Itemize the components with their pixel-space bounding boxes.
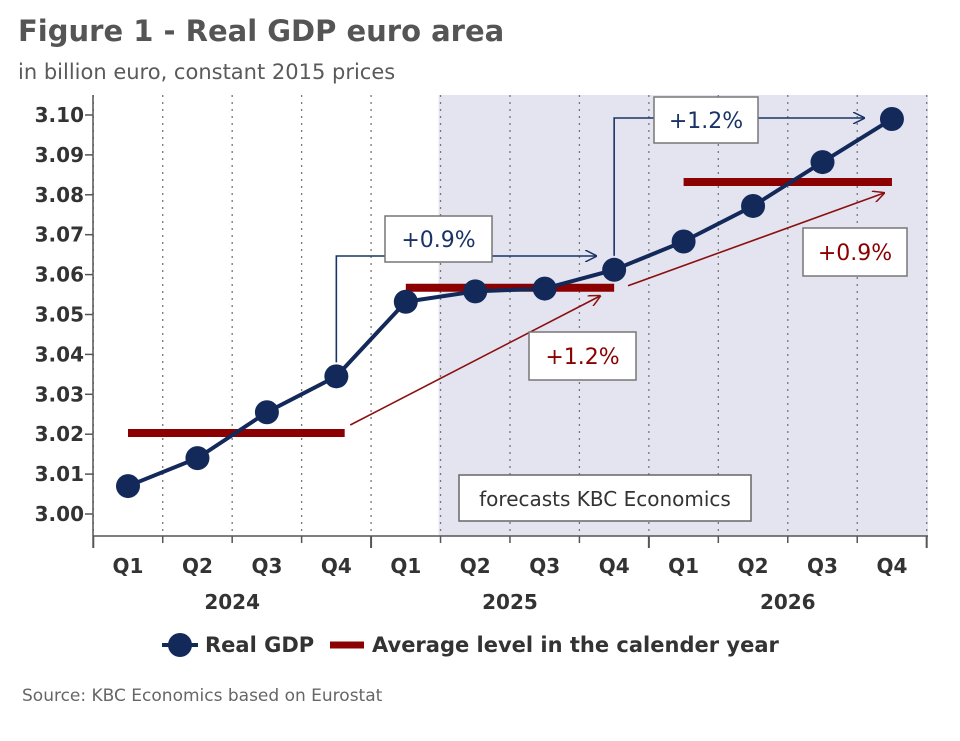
- x-tick-label: Q1: [390, 554, 421, 578]
- y-tick-label: 3.08: [35, 183, 84, 207]
- gdp-point: [671, 229, 696, 254]
- annotation-q4-2025-box: [384, 215, 493, 263]
- legend-gdp-marker: [168, 633, 192, 657]
- gdp-point: [393, 289, 418, 314]
- forecast-band: [438, 95, 928, 536]
- x-tick-label: Q3: [807, 554, 838, 578]
- gdp-series-line: [127, 117, 894, 488]
- gdp-point: [116, 474, 140, 499]
- gdp-point: [324, 364, 349, 389]
- y-tick-label: 3.01: [35, 462, 84, 486]
- chart-title: Figure 1 - Real GDP euro area: [18, 14, 505, 48]
- x-tick-label: Q4: [876, 554, 907, 578]
- annotation-q4-2026-text: +1.2%: [669, 109, 743, 134]
- growth-arrow-blue: [335, 256, 596, 363]
- y-tick-label: 3.10: [35, 103, 84, 127]
- y-tick-label: 3.03: [35, 382, 84, 406]
- gdp-point: [879, 106, 904, 131]
- gdp-point: [810, 150, 835, 175]
- x-tick-label: Q4: [599, 554, 630, 578]
- x-tick-label: Q2: [738, 554, 769, 578]
- x-tick-label: Q1: [668, 554, 699, 578]
- y-axis: 3.00 3.01 3.02 3.03 3.04 3.05 3.06 3.07 3.08 3.09…: [35, 95, 94, 536]
- year-label: 2025: [482, 590, 538, 614]
- x-tick-label: Q4: [321, 554, 352, 578]
- gdp-point: [741, 193, 766, 218]
- annotation-avg-2026-text: +0.9%: [818, 241, 892, 266]
- annotation-q4-2025: +0.9%: [384, 215, 493, 263]
- annotation-q4-2026-box: [653, 96, 759, 144]
- y-tick-label: 3.00: [35, 502, 84, 526]
- year-label: 2024: [204, 590, 260, 614]
- legend-gdp-label: Real GDP: [205, 633, 314, 657]
- growth-arrow-blue: [613, 118, 864, 256]
- gdp-point: [463, 279, 488, 304]
- x-tick-label: Q1: [113, 554, 144, 578]
- annotation-avg-2025-box: [528, 331, 637, 381]
- x-tick-label: Q2: [182, 554, 213, 578]
- chart-subtitle: in billion euro, constant 2015 prices: [18, 60, 396, 84]
- growth-arrows: [335, 118, 884, 426]
- y-tick-label: 3.09: [35, 143, 84, 167]
- annotations: +0.9% +1.2% +1.2% +0.9% forecasts KBC Econom…: [384, 96, 908, 522]
- growth-arrow-red: [349, 296, 600, 426]
- legend: Real GDP Average level in the calender y…: [162, 633, 779, 657]
- annotation-avg-2025-text: +1.2%: [545, 345, 619, 370]
- x-axis: Q1 Q2 Q3 Q4 Q1 Q2 Q3 Q4 Q1 Q2 Q3 Q4 2024 2025 2026: [92, 535, 928, 614]
- y-tick-label: 3.04: [35, 342, 84, 366]
- annotation-q4-2026: +1.2%: [653, 96, 759, 144]
- gdp-point: [532, 276, 557, 301]
- x-tick-label: Q3: [529, 554, 560, 578]
- y-tick-label: 3.02: [35, 422, 84, 446]
- annotation-avg-2026-box: [802, 227, 908, 277]
- y-tick-label: 3.05: [35, 303, 84, 327]
- gdp-point: [602, 257, 627, 282]
- y-tick-label: 3.06: [35, 263, 84, 287]
- gdp-point: [185, 446, 210, 471]
- source-note: Source: KBC Economics based on Eurostat: [22, 686, 383, 706]
- annotation-avg-2026: +0.9%: [802, 227, 908, 277]
- y-tick-label: 3.07: [35, 223, 84, 247]
- x-tick-label: Q2: [460, 554, 491, 578]
- year-label: 2026: [760, 590, 816, 614]
- forecast-label-box: [458, 474, 752, 522]
- annotation-q4-2025-text: +0.9%: [401, 228, 475, 253]
- forecast-label-text: forecasts KBC Economics: [479, 487, 731, 511]
- x-tick-label: Q3: [251, 554, 282, 578]
- legend-average-label: Average level in the calender year: [372, 633, 779, 657]
- gdp-point: [254, 400, 279, 425]
- growth-arrow-red: [627, 193, 884, 287]
- annotation-avg-2025: +1.2%: [528, 331, 637, 381]
- gdp-series-points: [116, 106, 904, 499]
- forecast-label: forecasts KBC Economics: [458, 474, 752, 522]
